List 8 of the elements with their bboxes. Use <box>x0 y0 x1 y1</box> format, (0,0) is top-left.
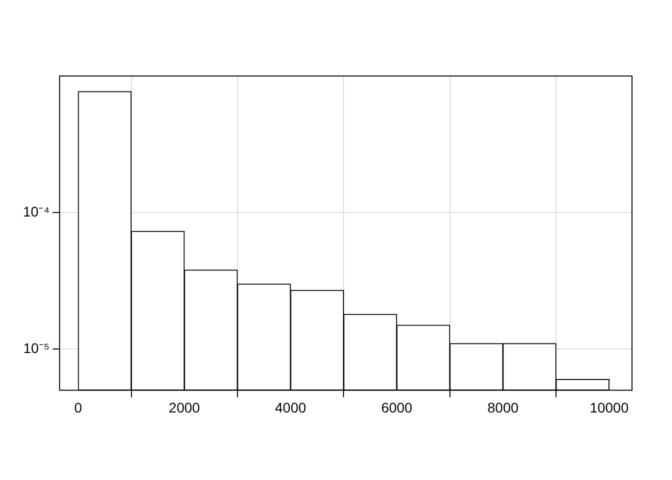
y-tick-label: 10⁻⁵ <box>23 340 50 356</box>
x-tick-label: 0 <box>74 399 82 416</box>
x-tick-label: 2000 <box>168 399 200 416</box>
x-tick-label: 8000 <box>487 399 519 416</box>
y-tick-label: 10⁻⁴ <box>22 203 50 220</box>
x-tick-label: 6000 <box>381 399 413 416</box>
x-tick-label: 10000 <box>590 399 629 416</box>
x-tick-label: 4000 <box>274 399 306 416</box>
